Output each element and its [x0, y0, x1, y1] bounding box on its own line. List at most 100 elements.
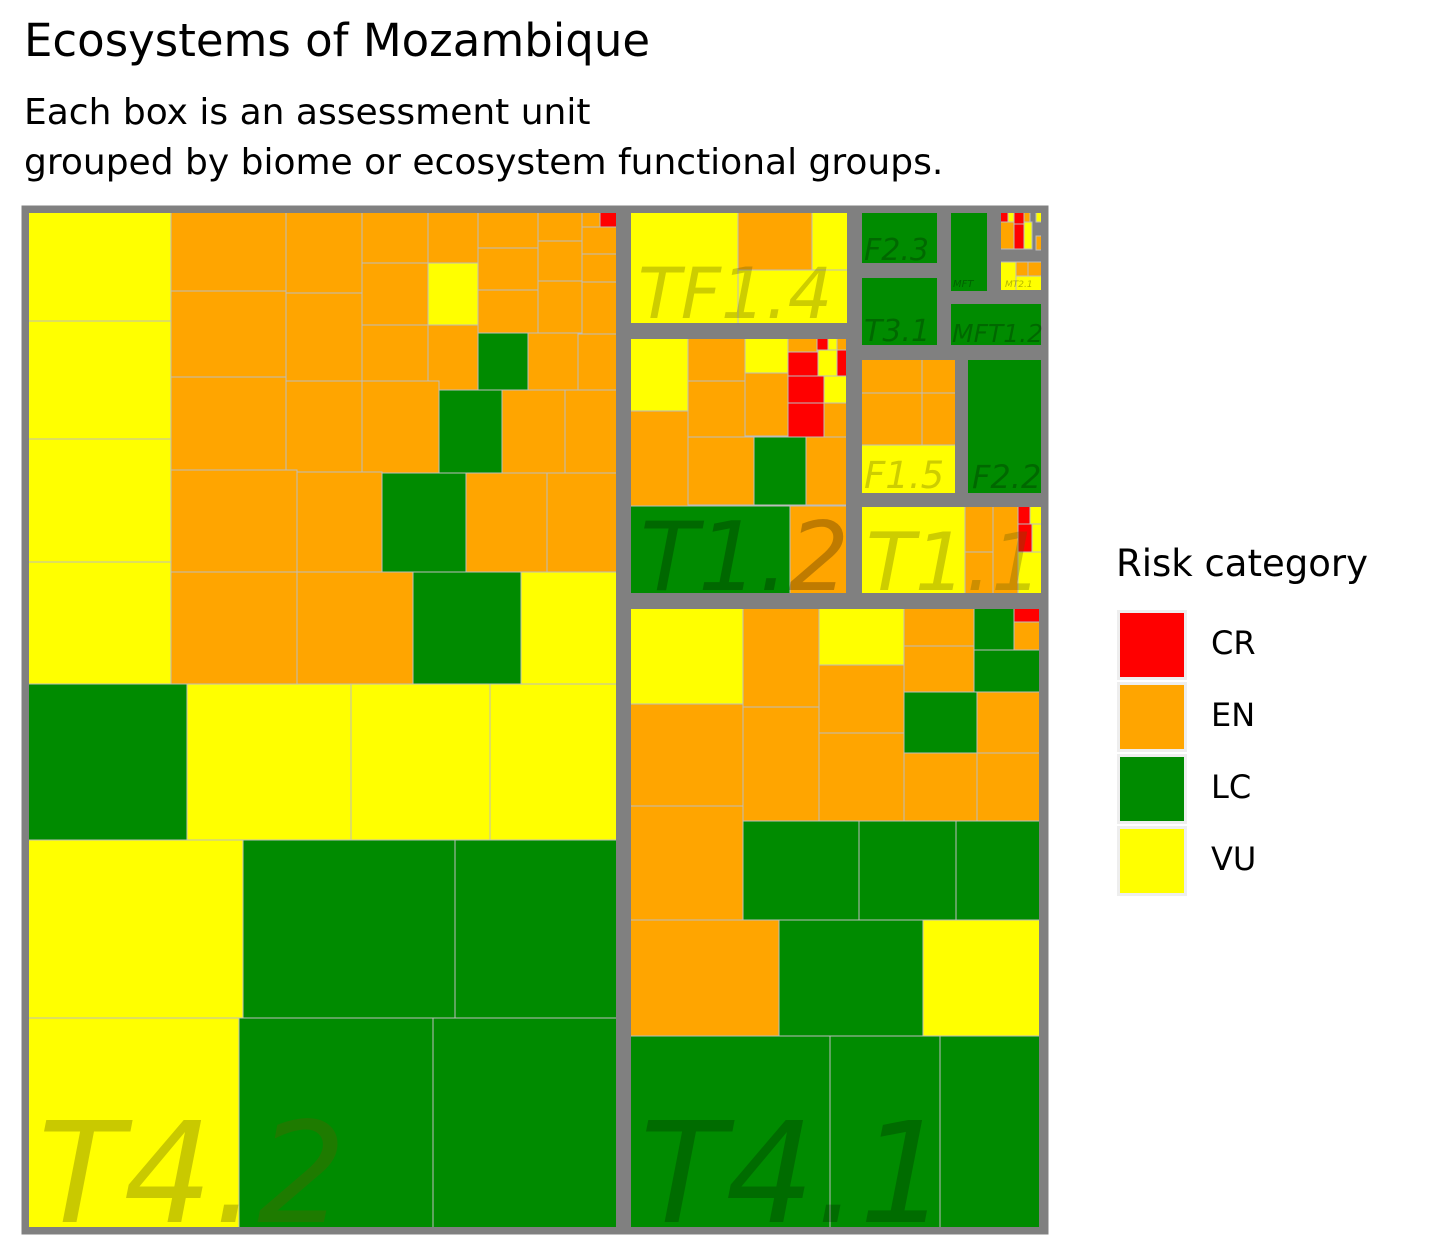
treemap-outer-border: [21, 205, 1049, 1235]
group-label-t4-1: T4.1: [640, 1093, 948, 1256]
cell-t4-2-lc-44: [27, 683, 188, 841]
group-border-tf1-4: [629, 211, 849, 325]
legend-key-lc: [1117, 754, 1187, 824]
cell-t1-2-cr-8: [787, 351, 819, 377]
group-border-t4-2: [27, 211, 618, 1229]
cell-t4-1-en-10: [818, 664, 905, 734]
cell-t4-2-en-35: [170, 469, 298, 573]
legend-label-lc: LC: [1211, 768, 1252, 806]
cell-t4-2-lc-37: [381, 472, 467, 573]
cell-mt2-1-en-6: [999, 221, 1015, 250]
cell-t4-2-lc-52: [238, 1017, 434, 1229]
cell-t4-1-lc-11: [903, 691, 978, 754]
group-label-mft1-2: MFT1.2: [952, 319, 1043, 348]
group-label-f1-5: F1.5: [864, 454, 944, 497]
cell-t4-2-en-7: [361, 211, 429, 264]
group-label-mft: MFT: [953, 279, 974, 290]
cell-t4-1-en-14: [742, 706, 820, 822]
cell-t4-1-en-16: [903, 752, 978, 822]
group-label-t3-1: T3.1: [864, 314, 930, 349]
cell-t4-1-en-17: [976, 752, 1041, 822]
cell-t4-2-vu-3: [27, 438, 172, 563]
group-border-t4-1: [629, 607, 1041, 1229]
cell-t4-1-lc-20: [858, 820, 957, 921]
cell-t4-2-vu-18: [427, 262, 479, 326]
legend-item-lc: LC: [1117, 754, 1377, 824]
legend-label-en: EN: [1211, 696, 1256, 734]
cell-t4-1-en-18: [629, 805, 744, 921]
cell-t1-2-en-2: [687, 337, 746, 382]
cell-mt2-1-cr-1: [999, 211, 1009, 223]
group-border-t3-1: [860, 276, 939, 347]
cell-t4-2-en-36: [296, 471, 383, 573]
group-border-t1-2: [629, 337, 848, 595]
legend-item-en: EN: [1117, 682, 1377, 752]
cell-t4-2-en-31: [361, 380, 440, 474]
cell-t4-2-en-16: [477, 247, 539, 291]
cell-f1-5-en-4: [921, 392, 957, 446]
group-border-f2-3: [860, 211, 939, 265]
legend-title: Risk category: [1116, 542, 1368, 585]
cell-t4-2-en-14: [581, 253, 618, 283]
legend-key-vu: [1117, 826, 1187, 896]
cell-t4-2-en-10: [537, 211, 583, 242]
cell-t4-2-en-28: [577, 333, 618, 391]
cell-mt2-1-vu-8: [1023, 221, 1033, 250]
group-label-t4-2: T4.2: [38, 1093, 346, 1256]
group-border-f1-5: [860, 358, 957, 495]
cell-t4-2-vu-45: [186, 683, 352, 841]
cell-t4-2-en-6: [285, 211, 363, 294]
cell-mt2-1-cr-7: [1013, 223, 1025, 250]
cell-t1-2-en-18: [687, 436, 755, 506]
cell-t4-2-en-8: [427, 211, 479, 264]
cell-t4-2-en-20: [537, 280, 583, 334]
cell-t1-2-en-17: [629, 410, 689, 507]
cell-t4-1-en-8: [903, 645, 975, 693]
cell-t4-2-en-21: [581, 281, 618, 335]
cell-t4-2-en-34: [564, 389, 618, 474]
legend-key-cr: [1117, 610, 1187, 680]
cell-t4-2-en-38: [465, 472, 548, 573]
chart-subtitle: Each box is an assessment unit grouped b…: [24, 88, 943, 188]
cell-t4-2-lc-42: [412, 571, 522, 685]
cell-t4-1-vu-3: [818, 607, 905, 666]
cell-t1-2-vu-3: [744, 337, 789, 374]
cell-t1-2-en-20: [805, 436, 848, 506]
cell-t4-1-lc-23: [778, 919, 924, 1037]
cell-t1-2-lc-21: [629, 505, 791, 595]
cell-t4-2-vu-48: [27, 839, 244, 1019]
chart-title: Ecosystems of Mozambique: [24, 14, 651, 67]
legend-key-en: [1117, 682, 1187, 752]
cell-t1-2-vu-9: [817, 349, 838, 377]
cell-t4-2-vu-51: [27, 1017, 240, 1229]
cell-t4-2-lc-32: [438, 389, 503, 474]
cell-t1-2-en-4: [787, 337, 818, 353]
cell-t4-1-vu-24: [922, 919, 1041, 1037]
cell-t1-2-en-11: [744, 372, 789, 437]
cell-t4-1-lc-21: [955, 820, 1041, 921]
cell-t4-2-vu-1: [27, 211, 172, 322]
cell-t1-2-vu-13: [823, 375, 848, 404]
cell-t4-2-en-30: [285, 380, 363, 473]
cell-t4-2-vu-47: [489, 683, 618, 841]
cell-t4-1-en-13: [629, 703, 744, 807]
cell-tf1-4-vu-1: [629, 211, 739, 325]
subtitle-line-2: grouped by biome or ecosystem functional…: [24, 142, 944, 183]
group-border-mft: [949, 211, 989, 293]
cell-t1-2-en-7: [836, 337, 848, 351]
cell-t4-2-cr-12: [599, 211, 618, 228]
cell-t4-2-vu-2: [27, 320, 172, 440]
cell-t4-1-lc-26: [829, 1035, 941, 1229]
group-label-mt2-1: MT2.1: [1005, 280, 1033, 290]
cell-t1-2-lc-19: [753, 436, 807, 506]
treemap-cells: [22, 206, 1048, 1234]
legend-label-cr: CR: [1211, 624, 1256, 662]
legend-label-vu: VU: [1211, 840, 1257, 878]
cell-mt2-1-vu-2: [1007, 211, 1015, 223]
cell-t4-1-en-12: [976, 691, 1041, 754]
cell-t1-2-vu-6: [827, 337, 838, 351]
cell-t4-1-lc-27: [939, 1035, 1041, 1229]
cell-t4-2-en-40: [170, 571, 298, 685]
cell-t1-2-en-22: [789, 505, 848, 595]
cell-t3-1-lc-1: [860, 276, 939, 347]
